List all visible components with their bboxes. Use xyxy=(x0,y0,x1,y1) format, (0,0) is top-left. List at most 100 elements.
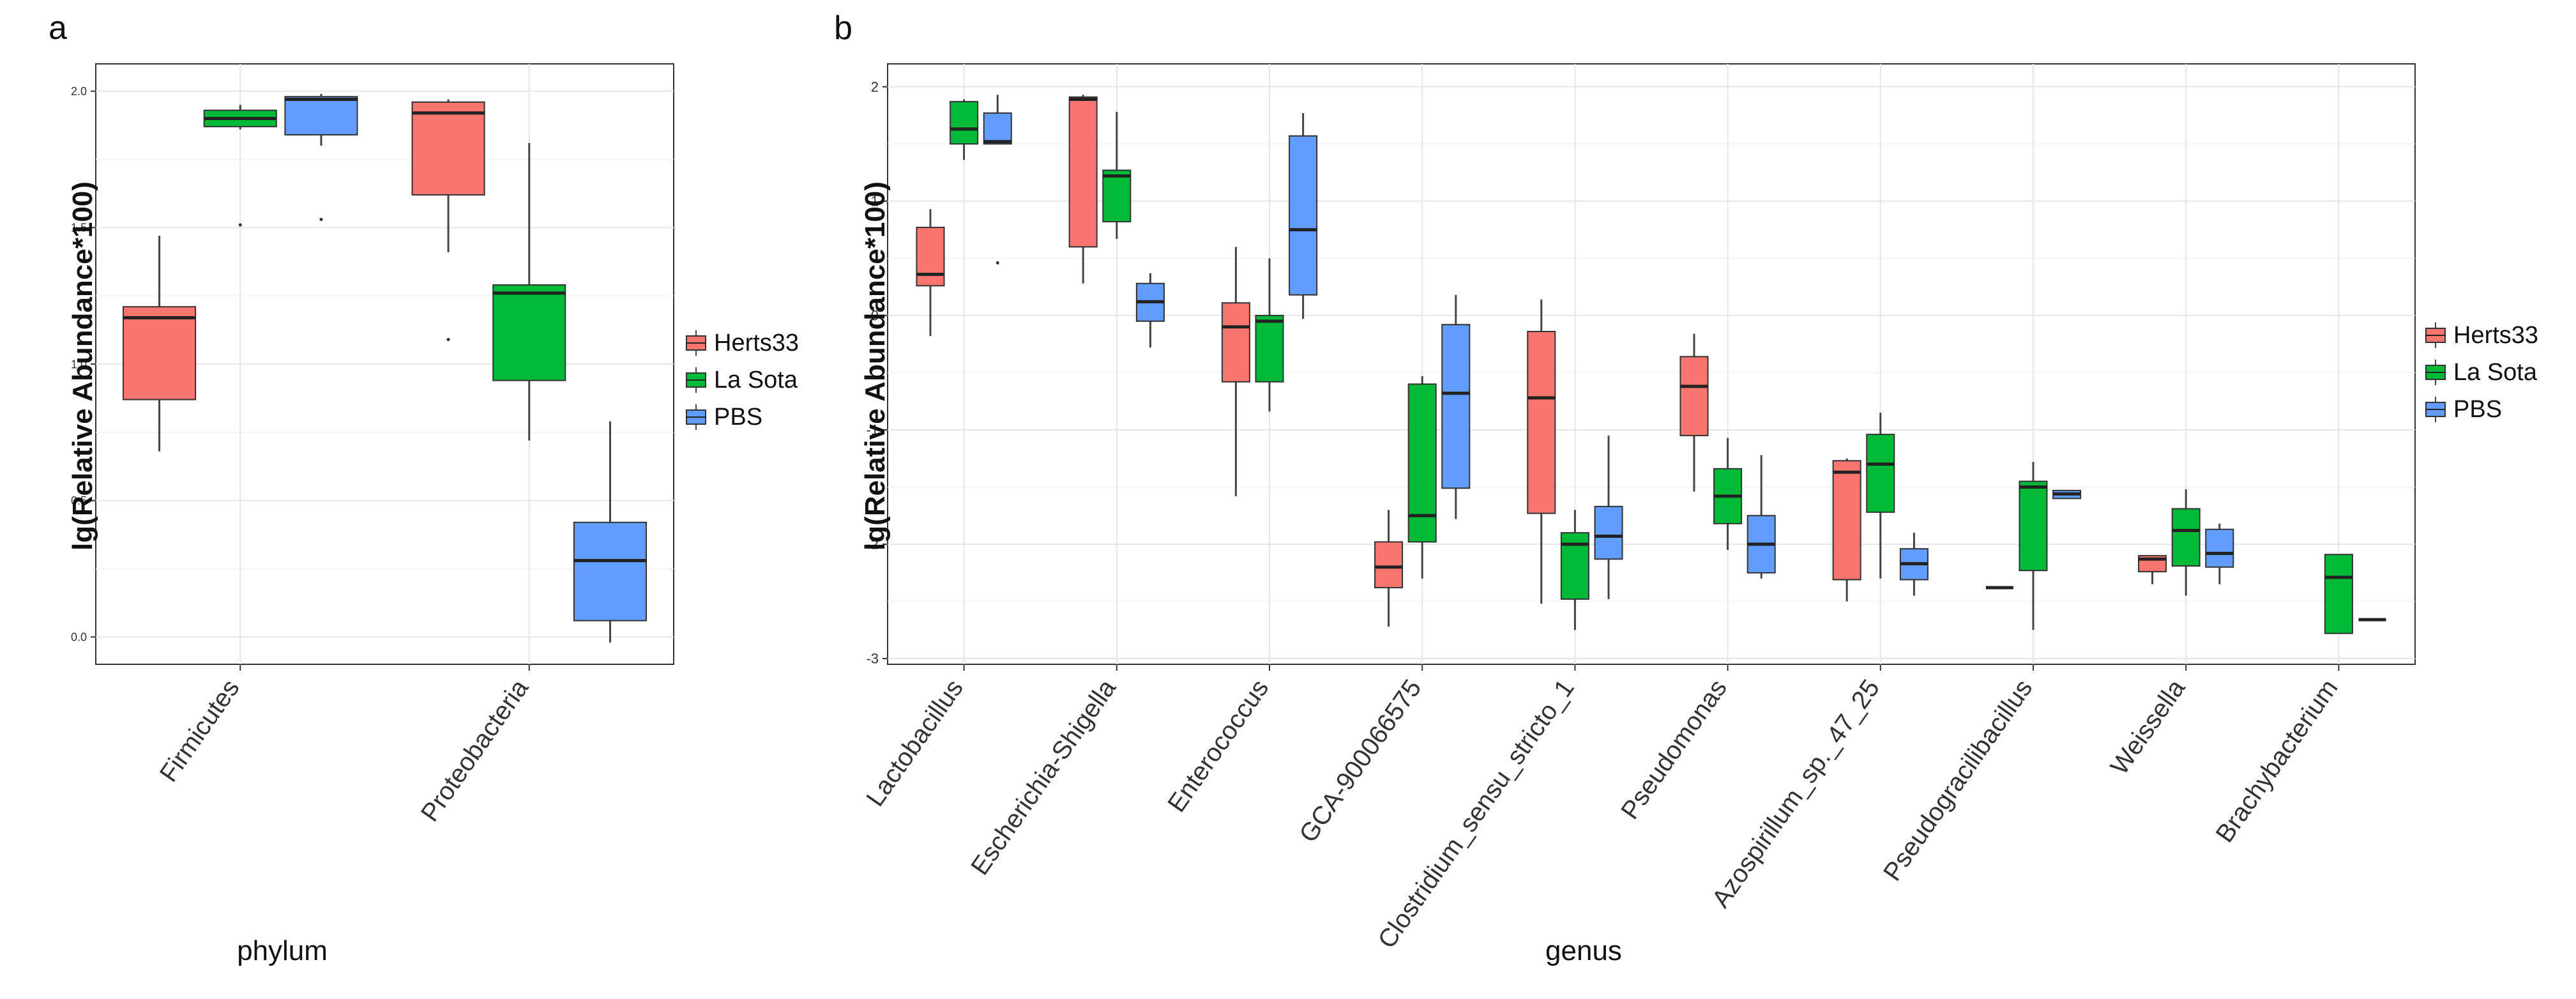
panel-b-category-label: GCA-900066575 xyxy=(1294,675,1427,848)
box-body xyxy=(950,101,979,145)
box-body xyxy=(573,521,648,622)
panel-b-box-pbs xyxy=(1135,273,1165,348)
panel-b-legend: Herts33 La Sota PBS xyxy=(2423,317,2538,428)
box-body xyxy=(1527,330,1556,514)
box-body xyxy=(2205,528,2234,568)
box-body xyxy=(284,96,358,136)
legend-item: La Sota xyxy=(2423,354,2538,391)
panel-a-legend: Herts33 La Sota PBS xyxy=(683,324,799,436)
legend-key xyxy=(2423,397,2448,422)
panel-b-box-herts33 xyxy=(1832,458,1861,602)
panel-b-box-herts33 xyxy=(1374,510,1404,627)
panel-a-letter: a xyxy=(49,10,67,47)
panel-b-y-tick-label: -3 xyxy=(866,651,879,667)
panel-b-box-la-sota xyxy=(1255,258,1284,412)
legend-key xyxy=(2423,360,2448,385)
panel-b-category-label: Pseudomonas xyxy=(1616,675,1732,825)
panel-b-box-pbs xyxy=(1594,435,1623,599)
panel-b-box-la-sota xyxy=(1866,413,1895,579)
box-body xyxy=(1832,460,1861,581)
panel-a-y-axis-label: lg(Relative Abundance*100) xyxy=(67,181,98,551)
panel-a-box-herts33 xyxy=(411,99,485,342)
legend-item: Herts33 xyxy=(683,324,799,362)
legend-item: La Sota xyxy=(683,362,799,399)
panel-b-category-label: Brachybacterium xyxy=(2211,675,2344,848)
panel-b-letter: b xyxy=(834,10,852,47)
panel-b-y-tick-label: -2 xyxy=(866,537,879,553)
legend-label: Herts33 xyxy=(2453,321,2539,349)
box-body xyxy=(1441,324,1471,489)
outlier-point xyxy=(446,338,450,342)
box-body xyxy=(2019,480,2048,572)
panel-b-y-tick-label: 2 xyxy=(871,79,879,95)
legend-key xyxy=(2423,323,2448,348)
box-body xyxy=(916,227,945,287)
legend-item: PBS xyxy=(2423,391,2538,428)
panel-b-category-label: Weissella xyxy=(2105,674,2191,779)
panel-b-box-pbs xyxy=(1899,533,1928,596)
panel-b-box-herts33 xyxy=(2138,554,2167,584)
legend-label: La Sota xyxy=(2453,358,2537,386)
legend-label: PBS xyxy=(714,403,763,431)
panel-b-y-tick-label: 0 xyxy=(871,308,879,324)
legend-key xyxy=(683,404,709,430)
panel-a-y-tick-label: 0.5 xyxy=(71,494,87,507)
box-body xyxy=(983,112,1012,145)
panel-b-category-label: Pseudogracilibacillus xyxy=(1878,675,2038,886)
box-body xyxy=(122,306,197,400)
panel-a-y-tick-label: 0.0 xyxy=(71,631,87,644)
panel-a-y-tick-label: 2.0 xyxy=(71,85,87,98)
panel-a-y-tick-label: 1.5 xyxy=(71,222,87,234)
panel-a-box-la-sota xyxy=(492,142,566,441)
panel-a-category-label: Proteobacteria xyxy=(416,674,534,827)
legend-item: PBS xyxy=(683,399,799,436)
panel-b-box-pbs xyxy=(2052,489,2082,500)
outlier-point xyxy=(238,223,242,227)
panel-a-x-axis-label: phylum xyxy=(237,935,328,966)
legend-key xyxy=(683,367,709,393)
panel-b-box-pbs xyxy=(1441,294,1471,519)
panel-b-y-axis-label: lg(Relative Abundance*100) xyxy=(860,181,891,551)
outlier-point xyxy=(319,218,323,222)
panel-b-box-la-sota xyxy=(2324,554,2353,634)
panel-b-category-label: Azospirillum_sp._47_25 xyxy=(1707,675,1886,913)
panel-b-box-herts33 xyxy=(1679,333,1709,492)
box-body xyxy=(2171,508,2201,567)
legend-label: Herts33 xyxy=(714,329,799,356)
box-body xyxy=(1102,169,1132,223)
legend-key xyxy=(683,330,709,356)
panel-b-box-la-sota xyxy=(1560,510,1589,630)
panel-a-box-pbs xyxy=(573,421,648,643)
panel-a-box-la-sota xyxy=(203,105,277,227)
panel-b-box-la-sota xyxy=(1713,438,1743,550)
panel-b-plot: -3 -2 -1 0 1 2 LactobacillusEscherichia-Shigel… xyxy=(861,63,2416,954)
panel-b-box-pbs xyxy=(2205,523,2234,584)
panel-a-box-pbs xyxy=(284,94,358,222)
panel-b-box-la-sota xyxy=(950,99,979,160)
box-body xyxy=(1594,505,1623,560)
panel-b-x-axis-label: genus xyxy=(1545,935,1622,966)
outlier-point xyxy=(996,261,999,265)
panel-b-box-herts33 xyxy=(1221,247,1250,496)
box-body xyxy=(1866,434,1895,513)
panel-b-category-label: Enterococcus xyxy=(1162,675,1274,818)
legend-item: Herts33 xyxy=(2423,317,2538,354)
box-body xyxy=(1679,356,1709,436)
box-body xyxy=(1407,383,1437,543)
panel-b-y-tick-label: -1 xyxy=(866,422,879,438)
panel-b-box-herts33 xyxy=(1527,299,1556,604)
panel-a-box-herts33 xyxy=(122,236,197,452)
panel-b-category-label: Escherichia-Shigella xyxy=(966,674,1121,880)
box-body xyxy=(2324,554,2353,634)
panel-b-box-la-sota xyxy=(2171,489,2201,596)
box-body xyxy=(1289,135,1318,296)
panel-b-category-label: Lactobacillus xyxy=(861,675,969,812)
panel-a-plot: 0.0 0.5 1.0 1.5 2.0 Firmicutes Proteobacteria xyxy=(71,63,674,827)
box-body xyxy=(1255,314,1284,383)
box-body xyxy=(1221,302,1250,383)
legend-label: La Sota xyxy=(714,366,798,393)
box-body xyxy=(411,101,485,196)
panel-b-box-la-sota xyxy=(1102,112,1132,239)
